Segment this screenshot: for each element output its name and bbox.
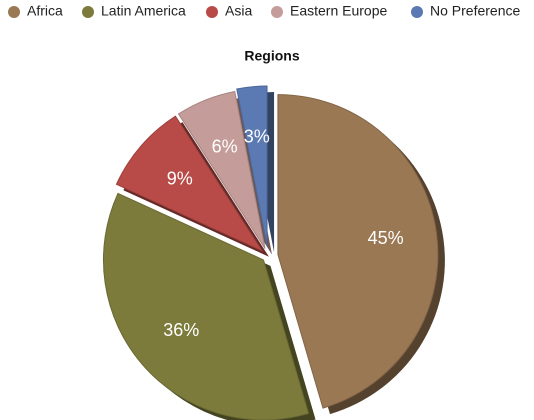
legend-text: Asia: [225, 3, 252, 19]
legend-swatch: [82, 6, 94, 18]
slice: [115, 115, 264, 252]
legend-item: Asia: [206, 3, 252, 19]
slice: [177, 90, 266, 249]
legend-text: Latin America: [101, 3, 186, 19]
legend-text: Africa: [27, 3, 63, 19]
chart-title: Regions: [244, 48, 299, 64]
slice: [277, 94, 439, 409]
legend-swatch: [206, 6, 218, 18]
slice-label: 36%: [163, 320, 199, 340]
legend-swatch: [411, 6, 423, 18]
legend-text: Eastern Europe: [290, 3, 387, 19]
legend-swatch: [271, 6, 283, 18]
slice-label: 45%: [368, 228, 404, 248]
slice-label: 6%: [212, 136, 238, 156]
slice-label: 9%: [167, 168, 193, 188]
legend-item: Latin America: [82, 3, 186, 19]
legend-item: Africa: [8, 3, 63, 19]
slice-label: 3%: [244, 126, 270, 146]
legend-text: No Preference: [430, 3, 520, 19]
slice: [236, 85, 268, 247]
legend-item: Eastern Europe: [271, 3, 387, 19]
legend-swatch: [8, 6, 20, 18]
legend-item: No Preference: [411, 3, 520, 19]
